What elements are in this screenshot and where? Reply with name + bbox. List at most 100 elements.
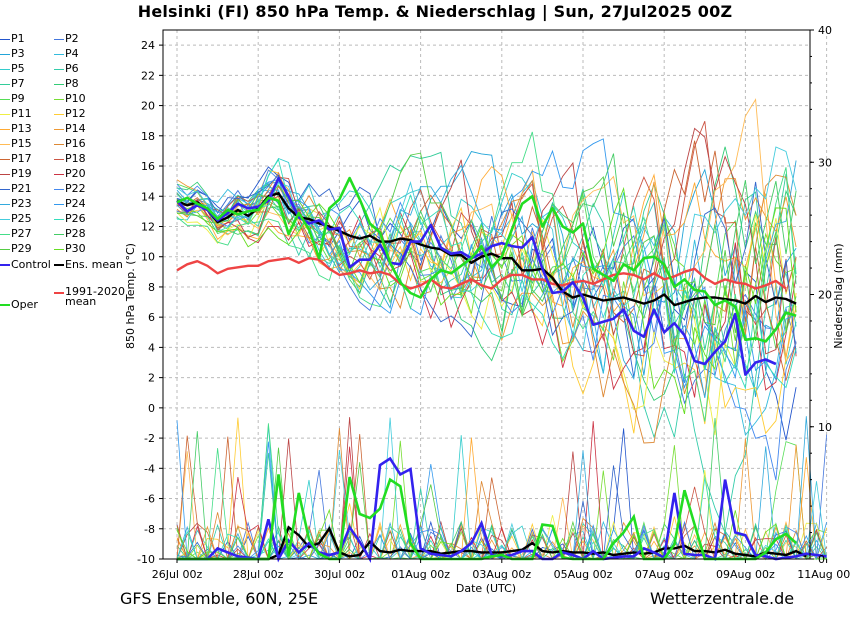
legend-item-p1: P1 bbox=[0, 33, 25, 45]
site-caption: Wetterzentrale.de bbox=[650, 589, 795, 608]
legend-item-p24: P24 bbox=[54, 198, 86, 210]
legend-label: P27 bbox=[11, 227, 32, 240]
member-temp-line bbox=[176, 140, 797, 381]
member-temp-line bbox=[176, 158, 797, 390]
legend-label: P20 bbox=[65, 167, 86, 180]
y-tick-label: 2 bbox=[148, 372, 155, 385]
y2-tick-label: 10 bbox=[818, 421, 832, 434]
legend-label: P10 bbox=[65, 92, 86, 105]
legend-item-p21: P21 bbox=[0, 183, 32, 195]
y-tick-label: 6 bbox=[148, 311, 155, 324]
legend-swatch bbox=[0, 113, 10, 115]
legend-item-p19: P19 bbox=[0, 168, 32, 180]
legend-swatch bbox=[0, 173, 10, 175]
legend-swatch bbox=[0, 158, 10, 160]
plot-axes bbox=[162, 29, 811, 560]
legend-label: P12 bbox=[65, 107, 86, 120]
y-tick-label: 14 bbox=[141, 190, 155, 203]
legend-item-p13: P13 bbox=[0, 123, 32, 135]
legend-item-p28: P28 bbox=[54, 228, 86, 240]
y-tick-label: -8 bbox=[144, 523, 155, 536]
legend-swatch bbox=[0, 53, 10, 55]
member-temp-line bbox=[176, 169, 797, 435]
legend-swatch bbox=[0, 233, 10, 235]
plot-frame bbox=[162, 29, 811, 560]
legend-swatch bbox=[54, 128, 64, 130]
y-tick-label: 16 bbox=[141, 160, 155, 173]
x-tick-label: 09Aug 00z bbox=[716, 568, 775, 581]
legend-item-oper: Oper bbox=[0, 299, 38, 311]
member-temp-line bbox=[176, 201, 797, 367]
legend-swatch bbox=[0, 203, 10, 205]
legend-label: P11 bbox=[11, 107, 32, 120]
legend-swatch bbox=[54, 158, 64, 160]
legend-item-p22: P22 bbox=[54, 183, 86, 195]
legend-item-p9: P9 bbox=[0, 93, 25, 105]
legend-swatch bbox=[0, 188, 10, 190]
legend-label: P30 bbox=[65, 242, 86, 255]
member-temp-line bbox=[176, 165, 797, 358]
legend-label: P3 bbox=[11, 47, 25, 60]
legend-label: Oper bbox=[11, 298, 38, 311]
legend-label: P1 bbox=[11, 32, 25, 45]
legend-label: P15 bbox=[11, 137, 32, 150]
legend-label: P7 bbox=[11, 77, 25, 90]
legend-label: P6 bbox=[65, 62, 79, 75]
legend-item-p23: P23 bbox=[0, 198, 32, 210]
legend-label: P2 bbox=[65, 32, 79, 45]
main-series bbox=[176, 176, 827, 564]
x-tick-label: 05Aug 00z bbox=[554, 568, 613, 581]
legend-label: P25 bbox=[11, 212, 32, 225]
legend-label: P13 bbox=[11, 122, 32, 135]
legend-swatch bbox=[0, 98, 10, 100]
legend-label: Control bbox=[11, 258, 51, 271]
y2-tick-label: 0 bbox=[818, 553, 825, 566]
legend-swatch bbox=[54, 53, 64, 55]
y-tick-label: 24 bbox=[141, 39, 155, 52]
legend-swatch bbox=[54, 143, 64, 145]
legend-swatch bbox=[54, 233, 64, 235]
member-temp-line bbox=[176, 186, 797, 415]
legend-swatch bbox=[0, 143, 10, 145]
legend-item-1991-2020-mean: 1991-2020 mean bbox=[54, 286, 125, 307]
legend-swatch bbox=[54, 98, 64, 100]
legend-item-p11: P11 bbox=[0, 108, 32, 120]
y-tick-label: -6 bbox=[144, 493, 155, 506]
x-axis-label: Date (UTC) bbox=[456, 582, 516, 595]
legend-swatch bbox=[54, 113, 64, 115]
legend-label: P14 bbox=[65, 122, 86, 135]
model-caption: GFS Ensemble, 60N, 25E bbox=[120, 589, 319, 608]
y-tick-label: -10 bbox=[137, 553, 155, 566]
member-temp-line bbox=[176, 131, 797, 422]
legend-label: P9 bbox=[11, 92, 25, 105]
legend-label: P23 bbox=[11, 197, 32, 210]
legend-swatch bbox=[0, 38, 10, 40]
legend-swatch bbox=[0, 83, 10, 85]
y2-tick-label: 20 bbox=[818, 289, 832, 302]
legend-swatch bbox=[54, 218, 64, 220]
x-tick-label: 30Jul 00z bbox=[314, 568, 365, 581]
y2-tick-label: 40 bbox=[818, 24, 832, 37]
x-tick-label: 07Aug 00z bbox=[635, 568, 694, 581]
legend-item-p16: P16 bbox=[54, 138, 86, 150]
y-tick-label: 22 bbox=[141, 69, 155, 82]
x-tick-label: 11Aug 00z bbox=[797, 568, 850, 581]
legend-label: P29 bbox=[11, 242, 32, 255]
x-axis-ticks: 26Jul 00z 28Jul 00z 30Jul 00z 01Aug 00z 03Au… bbox=[152, 559, 850, 581]
legend-label: P4 bbox=[65, 47, 79, 60]
y-tick-label: 10 bbox=[141, 251, 155, 264]
x-tick-label: 28Jul 00z bbox=[233, 568, 284, 581]
y-tick-label: -4 bbox=[144, 462, 155, 475]
legend-item-p17: P17 bbox=[0, 153, 32, 165]
legend-label: P8 bbox=[65, 77, 79, 90]
legend-label: P17 bbox=[11, 152, 32, 165]
legend-item-p3: P3 bbox=[0, 48, 25, 60]
legend-item-p8: P8 bbox=[54, 78, 79, 90]
legend-swatch bbox=[54, 248, 64, 250]
legend-item-p2: P2 bbox=[54, 33, 79, 45]
y-tick-label: -2 bbox=[144, 432, 155, 445]
legend-item-p26: P26 bbox=[54, 213, 86, 225]
y-tick-label: 12 bbox=[141, 220, 155, 233]
x-tick-label: 01Aug 00z bbox=[391, 568, 450, 581]
